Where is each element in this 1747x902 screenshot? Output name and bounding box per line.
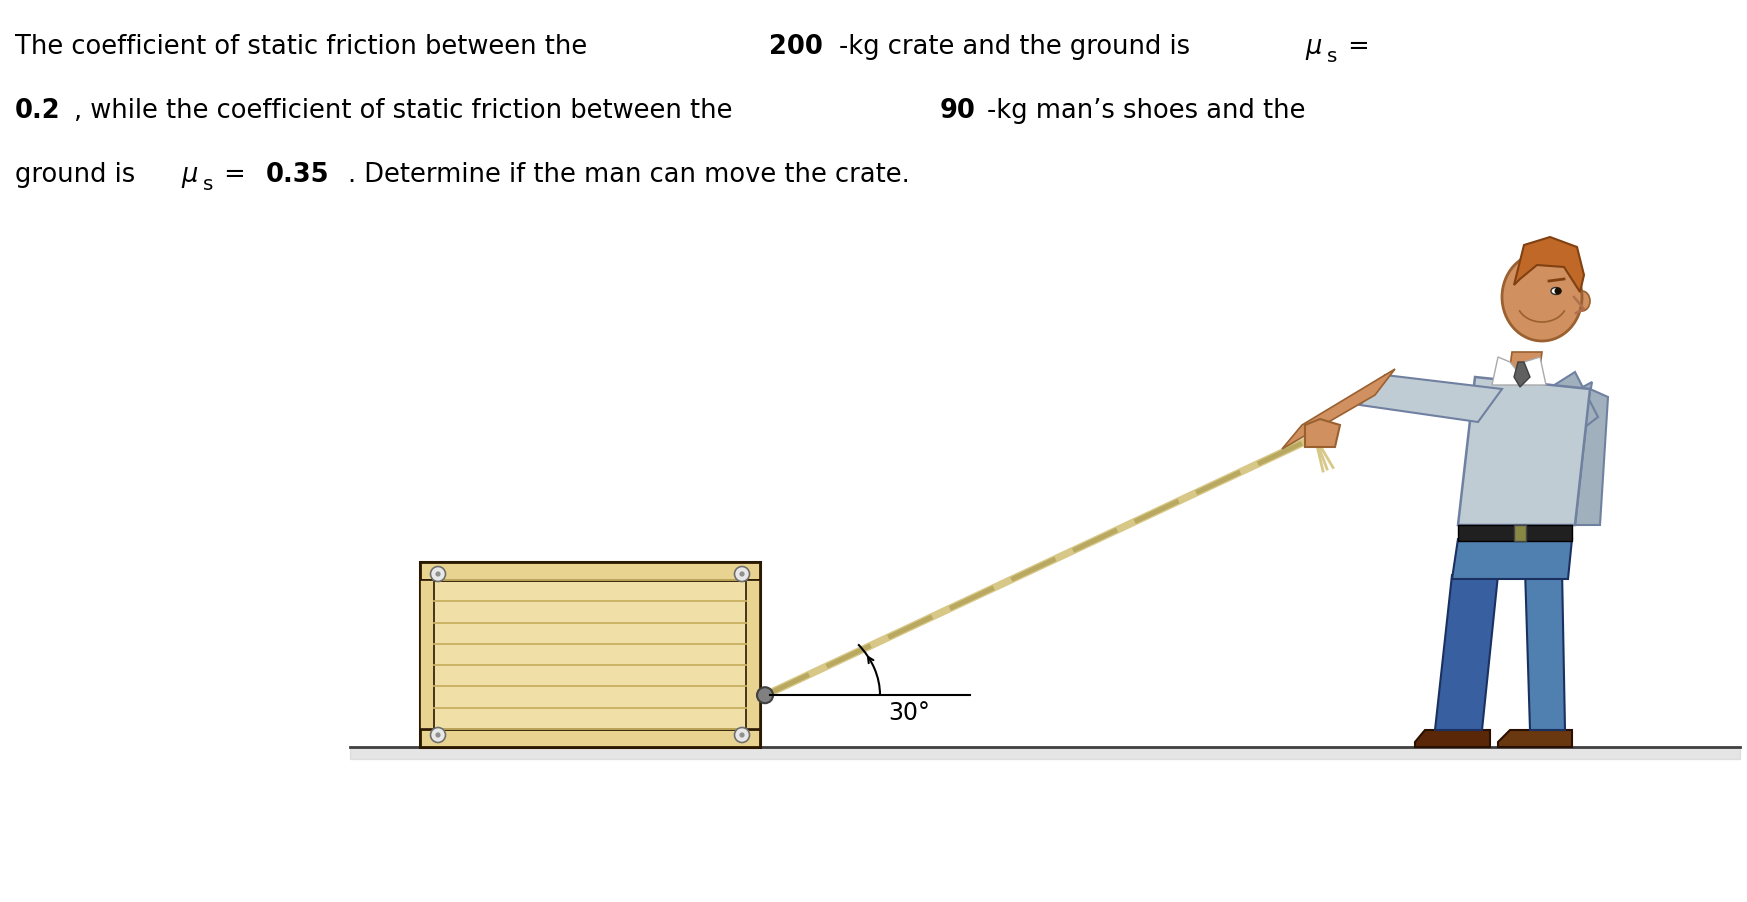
Circle shape xyxy=(734,728,749,742)
Circle shape xyxy=(1555,288,1562,294)
Text: 0.2: 0.2 xyxy=(16,98,61,124)
Circle shape xyxy=(430,566,445,582)
Polygon shape xyxy=(1492,357,1546,385)
Text: 90: 90 xyxy=(940,98,977,124)
Polygon shape xyxy=(1452,539,1572,579)
Circle shape xyxy=(435,571,440,576)
Polygon shape xyxy=(1305,419,1340,447)
Polygon shape xyxy=(1459,377,1590,525)
Polygon shape xyxy=(1548,372,1599,437)
Polygon shape xyxy=(1576,389,1607,525)
Polygon shape xyxy=(1558,382,1592,455)
Polygon shape xyxy=(1515,362,1530,387)
Polygon shape xyxy=(746,580,760,729)
Polygon shape xyxy=(1515,237,1585,292)
Polygon shape xyxy=(1508,352,1543,382)
Circle shape xyxy=(734,566,749,582)
Polygon shape xyxy=(419,580,433,729)
Polygon shape xyxy=(1282,369,1396,449)
Circle shape xyxy=(435,732,440,738)
Polygon shape xyxy=(419,562,760,580)
Ellipse shape xyxy=(1574,291,1590,311)
Polygon shape xyxy=(419,562,760,747)
Circle shape xyxy=(756,687,772,704)
Text: =: = xyxy=(217,162,255,188)
Text: 200: 200 xyxy=(769,34,823,60)
Text: -kg man’s shoes and the: -kg man’s shoes and the xyxy=(987,98,1305,124)
Text: μ: μ xyxy=(182,162,197,188)
Polygon shape xyxy=(1497,730,1572,747)
Polygon shape xyxy=(1434,575,1497,730)
Text: s: s xyxy=(203,175,213,194)
Circle shape xyxy=(430,728,445,742)
Text: -kg crate and the ground is: -kg crate and the ground is xyxy=(839,34,1198,60)
Text: =: = xyxy=(1340,34,1370,60)
Text: ground is: ground is xyxy=(16,162,143,188)
Circle shape xyxy=(739,571,744,576)
Polygon shape xyxy=(419,729,760,747)
Text: μ: μ xyxy=(1305,34,1322,60)
Circle shape xyxy=(739,732,744,738)
Text: 30°: 30° xyxy=(889,701,929,725)
Text: 0.35: 0.35 xyxy=(266,162,328,188)
Text: The coefficient of static friction between the: The coefficient of static friction betwe… xyxy=(16,34,596,60)
Polygon shape xyxy=(1415,730,1490,747)
Ellipse shape xyxy=(1551,288,1562,294)
Polygon shape xyxy=(1525,569,1565,730)
Text: . Determine if the man can move the crate.: . Determine if the man can move the crat… xyxy=(348,162,910,188)
Ellipse shape xyxy=(1502,253,1583,341)
Bar xyxy=(1459,525,1572,541)
Text: s: s xyxy=(1326,47,1336,66)
Polygon shape xyxy=(1359,375,1502,422)
Text: , while the coefficient of static friction between the: , while the coefficient of static fricti… xyxy=(75,98,741,124)
Bar xyxy=(1515,525,1525,541)
